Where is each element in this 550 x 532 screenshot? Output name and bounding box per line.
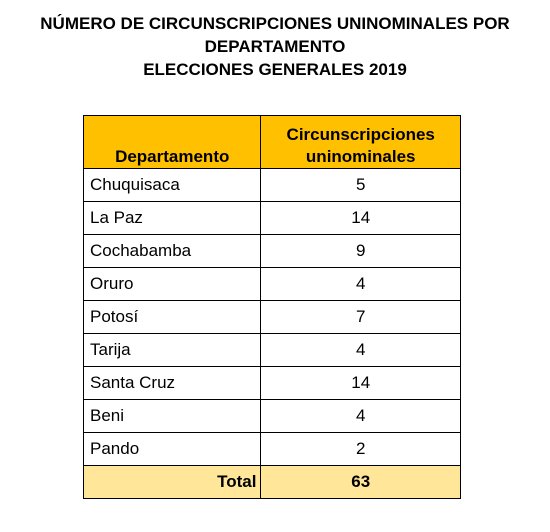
department-value: 7 bbox=[260, 300, 461, 334]
total-value: 63 bbox=[260, 465, 461, 499]
department-value: 14 bbox=[260, 366, 461, 400]
table-row: Beni 4 bbox=[82, 399, 461, 433]
table-row: La Paz 14 bbox=[82, 201, 461, 235]
department-value: 4 bbox=[260, 333, 461, 367]
department-value: 4 bbox=[260, 399, 461, 433]
table-row: Pando 2 bbox=[82, 432, 461, 466]
department-name: Beni bbox=[82, 399, 262, 433]
department-value: 4 bbox=[260, 267, 461, 301]
department-name: Chuquisaca bbox=[82, 168, 262, 202]
table-row: Chuquisaca 5 bbox=[82, 168, 461, 202]
department-name: Pando bbox=[82, 432, 262, 466]
table-row: Santa Cruz 14 bbox=[82, 366, 461, 400]
header-circ-line-1: Circunscripciones bbox=[286, 125, 435, 144]
department-name: La Paz bbox=[82, 201, 262, 235]
header-departamento: Departamento bbox=[82, 115, 262, 169]
department-name: Potosí bbox=[82, 300, 262, 334]
title-line-2: DEPARTAMENTO bbox=[204, 37, 346, 56]
department-value: 2 bbox=[260, 432, 461, 466]
title-line-1: NÚMERO DE CIRCUNSCRIPCIONES UNINOMINALES… bbox=[40, 14, 510, 33]
department-value: 9 bbox=[260, 234, 461, 268]
total-label: Total bbox=[82, 465, 262, 499]
department-name: Tarija bbox=[82, 333, 262, 367]
page-title: NÚMERO DE CIRCUNSCRIPCIONES UNINOMINALES… bbox=[0, 12, 550, 81]
total-row: Total 63 bbox=[82, 465, 461, 499]
header-circunscripciones: Circunscripciones uninominales bbox=[260, 115, 461, 169]
table-row: Potosí 7 bbox=[82, 300, 461, 334]
department-name: Santa Cruz bbox=[82, 366, 262, 400]
department-name: Cochabamba bbox=[82, 234, 262, 268]
header-circ-line-2: uninominales bbox=[305, 147, 416, 166]
department-value: 14 bbox=[260, 201, 461, 235]
table-row: Oruro 4 bbox=[82, 267, 461, 301]
title-line-3: ELECCIONES GENERALES 2019 bbox=[143, 60, 407, 79]
department-name: Oruro bbox=[82, 267, 262, 301]
circunscripciones-table: Departamento Circunscripciones uninomina… bbox=[82, 115, 461, 499]
table-row: Tarija 4 bbox=[82, 333, 461, 367]
table-header-row: Departamento Circunscripciones uninomina… bbox=[82, 115, 461, 169]
table-row: Cochabamba 9 bbox=[82, 234, 461, 268]
department-value: 5 bbox=[260, 168, 461, 202]
